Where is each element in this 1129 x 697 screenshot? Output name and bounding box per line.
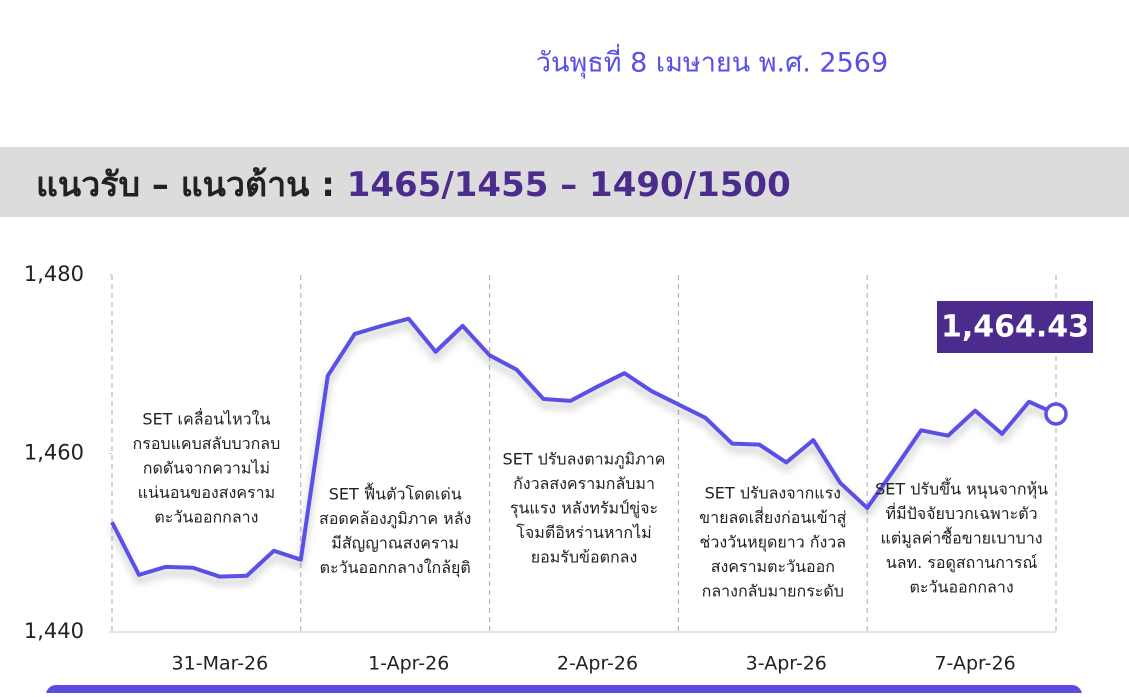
x-tick-label: 1-Apr-26 [368,653,449,675]
x-tick-label: 2-Apr-26 [557,653,638,675]
annotation: SET เคลื่อนไหวใน [142,408,270,429]
value-label: 1,464.43 [941,310,1089,345]
annotation: ที่มีปัจจัยบวกเฉพาะตัว [886,502,1038,523]
annotation: แต่มูลค่าซื้อขายเบาบาง [881,527,1043,549]
annotation: นลท. รอดูสถานการณ์ [886,553,1038,573]
annotation: สงครามตะวันออก [711,557,835,576]
annotation: ตะวันออกกลางใกล้ยุติ [320,558,471,578]
y-tick-label: 1,480 [24,262,84,286]
annotation: ตะวันออกกลาง [910,578,1014,597]
x-tick-label: 7-Apr-26 [934,653,1015,675]
banner-label: แนวรับ – แนวต้าน : [36,165,347,205]
x-tick-label: 31-Mar-26 [172,653,269,675]
annotation: SET ปรับลงจากแรง [705,484,841,503]
annotation: ตะวันออกกลาง [154,508,258,527]
annotation: สอดคล้องภูมิภาค หลัง [319,509,471,529]
annotation: มีสัญญาณสงคราม [331,534,459,553]
annotation: ขายลดเสี่ยงก่อนเข้าสู่ [699,506,847,528]
y-tick-label: 1,460 [24,441,84,465]
annotation: SET ปรับลงตามภูมิภาค [503,450,666,470]
banner [0,147,1129,217]
y-tick-label: 1,440 [24,619,84,643]
annotation: รุนแรง หลังทรัมป์ขู่จะ [510,499,658,519]
annotation: กดดันจากความไม่ [143,459,270,478]
annotation: ยอมรับข้อตกลง [531,548,638,567]
annotation: โจมตีอิหร่านหากไม่ [516,523,651,542]
annotation: แน่นอนของสงคราม [138,483,276,502]
banner-text: แนวรับ – แนวต้าน : 1465/1455 – 1490/1500 [36,165,791,205]
annotation: กรอบแคบสลับบวกลบ [133,434,281,453]
annotation: ช่วงวันหยุดยาว กังวล [699,533,846,553]
x-tick-label: 3-Apr-26 [746,653,827,675]
date: วันพุธที่ 8 เมษายน พ.ศ. 2569 [536,44,888,80]
footer-bar [46,685,1082,697]
banner-levels: 1465/1455 – 1490/1500 [347,165,791,205]
value-label-box [937,301,1093,353]
last-point [1044,402,1068,426]
series-line [110,316,1057,579]
annotation: SET ปรับขึ้น หนุนจากหุ้น [875,478,1048,500]
annotation: กังวลสงครามกลับมา [513,474,655,493]
annotation: กลางกลับมายกระดับ [702,582,844,601]
annotation: SET ฟื้นตัวโดดเด่น [329,483,462,504]
